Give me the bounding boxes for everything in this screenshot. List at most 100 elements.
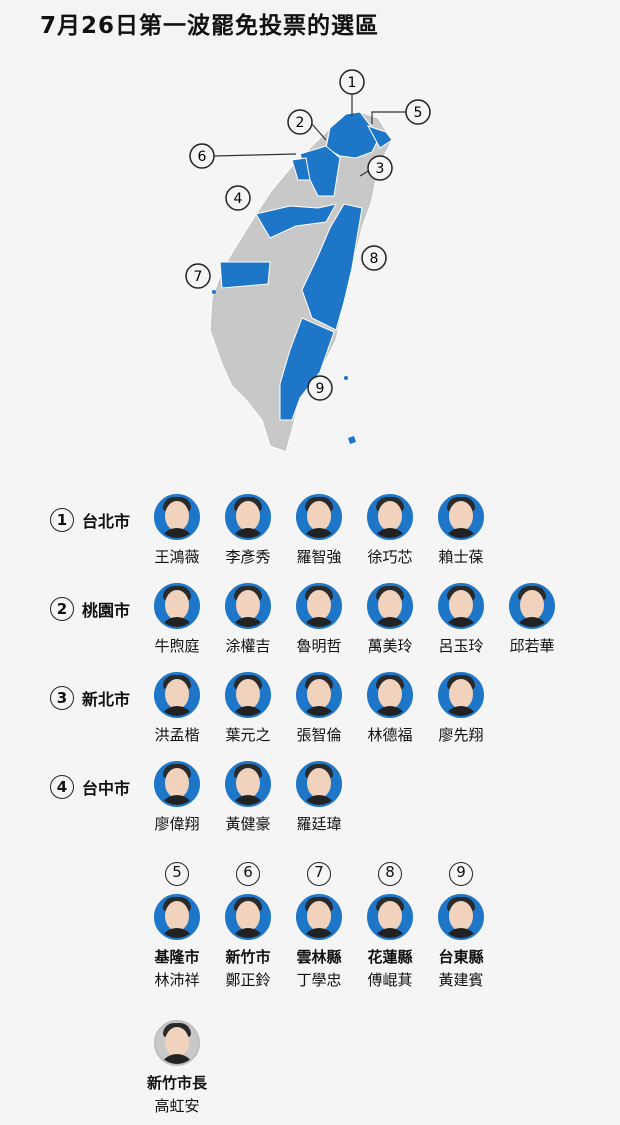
person-card: 廖偉翔 <box>142 761 212 834</box>
city-label: 台東縣 <box>438 948 484 966</box>
avatar <box>438 672 484 718</box>
avatar <box>225 583 271 629</box>
map-label-4: 4 <box>225 185 251 211</box>
svg-text:6: 6 <box>198 149 207 165</box>
person-name: 李彥秀 <box>225 548 271 566</box>
map-label-3: 3 <box>367 155 393 181</box>
city-label: 基隆市 <box>154 948 200 966</box>
person-card: 萬美玲 <box>355 583 425 656</box>
person-card-9: 9 台東縣 黃建賓 <box>426 862 496 990</box>
person-name: 林德福 <box>367 726 413 744</box>
map-label-8: 8 <box>361 245 387 271</box>
person-card: 賴士葆 <box>426 494 496 567</box>
map-islet <box>212 290 216 294</box>
row-label-taoyuan: 2 桃園市 <box>50 597 130 621</box>
number-badge: 8 <box>378 862 402 886</box>
person-name: 涂權吉 <box>225 637 271 655</box>
person-card: 王鴻薇 <box>142 494 212 567</box>
person-card: 黃健豪 <box>213 761 283 834</box>
number-badge: 9 <box>449 862 473 886</box>
person-name: 黃建賓 <box>438 971 484 989</box>
person-name: 魯明哲 <box>296 637 342 655</box>
avatar <box>296 583 342 629</box>
svg-text:8: 8 <box>370 251 379 267</box>
row-label-newtaipei: 3 新北市 <box>50 686 130 710</box>
person-name: 鄭正鈴 <box>225 971 271 989</box>
avatar <box>438 494 484 540</box>
avatar <box>509 583 555 629</box>
map-district-keelung <box>366 125 393 149</box>
person-card: 張智倫 <box>284 672 354 745</box>
number-badge: 4 <box>50 775 74 799</box>
person-name: 黃健豪 <box>225 815 271 833</box>
person-card-7: 7 雲林縣 丁學忠 <box>284 862 354 990</box>
map-label-5: 5 <box>405 99 431 125</box>
person-name: 葉元之 <box>225 726 271 744</box>
person-name: 呂玉玲 <box>438 637 484 655</box>
person-name: 牛煦庭 <box>154 637 200 655</box>
mayor-card: 新竹市長 高虹安 <box>137 1020 217 1116</box>
person-name: 徐巧芯 <box>367 548 413 566</box>
avatar <box>296 894 342 940</box>
map-district-hualien <box>301 203 363 331</box>
person-name: 萬美玲 <box>367 637 413 655</box>
person-card-6: 6 新竹市 鄭正鈴 <box>213 862 283 990</box>
person-name: 賴士葆 <box>438 548 484 566</box>
person-name: 傅崐萁 <box>367 971 413 989</box>
person-name: 高虹安 <box>154 1097 200 1115</box>
avatar <box>225 761 271 807</box>
map-island-base <box>209 111 393 453</box>
city-label: 新竹市長 <box>146 1074 207 1092</box>
avatar <box>154 761 200 807</box>
avatar <box>225 894 271 940</box>
person-card-5: 5 基隆市 林沛祥 <box>142 862 212 990</box>
person-card: 廖先翔 <box>426 672 496 745</box>
person-card: 林德福 <box>355 672 425 745</box>
person-card: 羅廷瑋 <box>284 761 354 834</box>
svg-text:5: 5 <box>414 105 423 121</box>
avatar <box>367 494 413 540</box>
number-badge: 6 <box>236 862 260 886</box>
person-card: 洪孟楷 <box>142 672 212 745</box>
svg-text:9: 9 <box>316 381 325 397</box>
map-district-hsinchu <box>291 157 311 181</box>
city-label: 雲林縣 <box>296 948 342 966</box>
avatar <box>154 494 200 540</box>
map-islet <box>344 376 348 380</box>
avatar <box>154 672 200 718</box>
map-label-2: 2 <box>287 109 313 135</box>
city-label: 台中市 <box>82 779 131 798</box>
person-card: 牛煦庭 <box>142 583 212 656</box>
map-label-1: 1 <box>339 69 365 95</box>
city-label: 花蓮縣 <box>367 948 413 966</box>
person-name: 林沛祥 <box>154 971 200 989</box>
person-name: 羅智強 <box>296 548 342 566</box>
person-card: 魯明哲 <box>284 583 354 656</box>
person-name: 邱若華 <box>509 637 555 655</box>
number-badge: 5 <box>165 862 189 886</box>
map-district-taichung <box>255 203 337 239</box>
person-card: 羅智強 <box>284 494 354 567</box>
taiwan-map: 1 2 3 4 5 6 7 8 9 <box>185 69 431 453</box>
svg-text:3: 3 <box>376 161 385 177</box>
city-label: 新北市 <box>82 690 131 709</box>
svg-text:2: 2 <box>296 115 305 131</box>
person-card: 邱若華 <box>497 583 567 656</box>
avatar <box>367 583 413 629</box>
avatar <box>154 894 200 940</box>
person-card-8: 8 花蓮縣 傅崐萁 <box>355 862 425 990</box>
person-card: 呂玉玲 <box>426 583 496 656</box>
person-name: 羅廷瑋 <box>296 815 342 833</box>
avatar <box>367 894 413 940</box>
page-title: 7月26日第一波罷免投票的選區 <box>40 13 380 39</box>
map-label-9: 9 <box>307 375 333 401</box>
avatar <box>296 672 342 718</box>
number-badge: 7 <box>307 862 331 886</box>
person-name: 張智倫 <box>296 726 342 744</box>
avatar <box>225 672 271 718</box>
person-card: 葉元之 <box>213 672 283 745</box>
map-label-6: 6 <box>189 143 215 169</box>
svg-text:1: 1 <box>348 75 357 91</box>
city-label: 台北市 <box>82 512 131 531</box>
row-label-taipei: 1 台北市 <box>50 508 130 532</box>
